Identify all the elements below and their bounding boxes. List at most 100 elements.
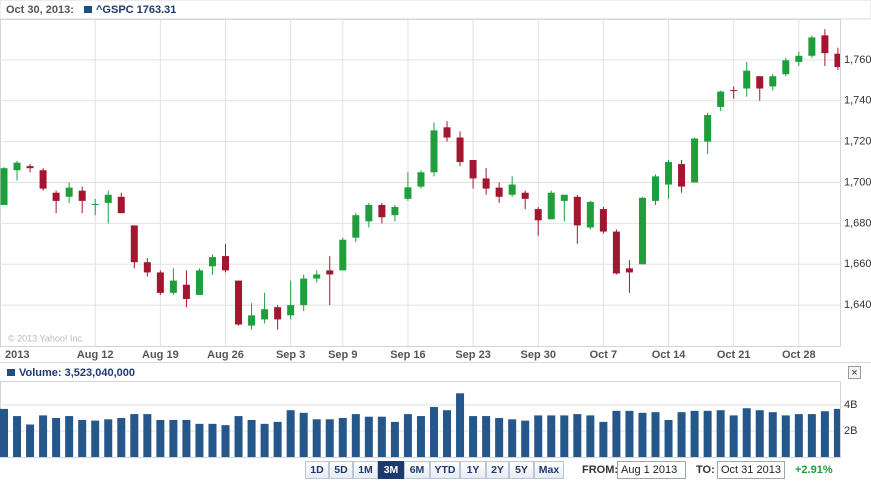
to-input[interactable]: Oct 31 2013	[717, 461, 785, 479]
candle-body	[326, 270, 334, 275]
close-button[interactable]	[848, 366, 861, 379]
from-label: FROM:	[582, 464, 619, 476]
volume-bar	[286, 410, 295, 457]
candle-body	[248, 315, 256, 326]
volume-bar	[508, 419, 517, 457]
range-button[interactable]: 1D	[305, 461, 329, 479]
volume-bar	[390, 421, 399, 457]
volume-bar	[794, 414, 803, 457]
x-tick-label: Sep 9	[328, 349, 357, 361]
candle-body	[625, 268, 633, 273]
candle-body	[130, 225, 138, 263]
candle-body	[469, 160, 477, 179]
y-tick-label: 1,660	[844, 258, 871, 270]
volume-bar	[469, 416, 478, 457]
volume-bar	[807, 414, 816, 457]
volume-bar	[117, 418, 126, 457]
legend-swatch	[7, 369, 15, 376]
candle-body	[730, 90, 738, 92]
volume-bar	[625, 410, 634, 457]
y-tick-label: 4B	[844, 399, 857, 411]
chart: Oct 30, 2013: ^GSPC 1763.31 © 2013 Yahoo…	[0, 0, 871, 458]
range-button[interactable]: 3M	[378, 461, 404, 479]
volume-bar	[482, 416, 491, 457]
volume-bar	[182, 419, 191, 457]
volume-bar	[820, 411, 829, 457]
x-tick-label: Sep 23	[455, 349, 490, 361]
close-icon[interactable]: ×	[851, 367, 857, 379]
candle-body	[691, 138, 699, 183]
volume-bar	[599, 421, 608, 457]
candle-body	[834, 53, 840, 68]
range-button[interactable]: 1Y	[460, 461, 486, 479]
range-button[interactable]: Max	[534, 461, 564, 479]
candle-body	[235, 280, 243, 325]
candle-body	[39, 170, 47, 189]
candles	[0, 29, 840, 330]
x-tick-label: Aug 26	[207, 349, 244, 361]
candle-body	[821, 35, 829, 54]
volume-bar	[52, 418, 61, 457]
candle-body	[300, 278, 308, 306]
volume-bar	[495, 418, 504, 457]
candle-body	[404, 187, 412, 199]
candle-body	[222, 256, 230, 271]
volume-bar	[456, 393, 465, 457]
volume-bar	[234, 416, 243, 457]
candle-body	[65, 187, 73, 197]
range-controls: 1D 5D 1M 3M 6M YTD 1Y 2Y 5Y Max FROM: Aug 1 2013 TO:…	[0, 461, 871, 479]
candle-body	[287, 305, 295, 316]
y-tick-label: 2B	[844, 425, 857, 437]
volume-bar	[742, 408, 751, 457]
range-button[interactable]: 1M	[353, 461, 378, 479]
volume-bar	[677, 412, 686, 457]
volume-bar	[729, 415, 738, 457]
candle-body	[417, 172, 425, 187]
x-tick-label: Aug 12	[77, 349, 114, 361]
candle-body	[534, 209, 542, 221]
candle-body	[391, 207, 399, 216]
volume-bar	[586, 415, 595, 457]
volume-bar	[39, 415, 48, 457]
volume-bar	[664, 419, 673, 457]
candle-body	[430, 130, 438, 173]
y-tick-label: 1,680	[844, 217, 871, 229]
range-button[interactable]: YTD	[430, 461, 460, 479]
x-tick-label: 2013	[5, 349, 29, 361]
volume-bar	[260, 423, 269, 457]
volume-bar	[299, 412, 308, 457]
range-button[interactable]: 6M	[404, 461, 430, 479]
volume-bar	[429, 406, 438, 457]
candle-body	[365, 204, 373, 222]
volume-bar	[703, 410, 712, 457]
from-input[interactable]: Aug 1 2013	[617, 461, 686, 479]
candle-body	[704, 115, 712, 142]
volume-header: Volume: 3,523,040,000	[19, 367, 135, 379]
candle-body	[52, 192, 60, 201]
to-label: TO:	[696, 464, 715, 476]
candle-body	[769, 76, 777, 87]
volume-bar	[78, 419, 87, 457]
volume-bar	[0, 408, 8, 457]
candle-body	[26, 166, 34, 169]
volume-bar	[781, 415, 790, 457]
x-tick-label: Oct 7	[590, 349, 618, 361]
range-button[interactable]: 5D	[329, 461, 353, 479]
volume-bar	[26, 424, 35, 457]
volume-bar	[169, 419, 178, 457]
volume-bar	[351, 414, 360, 457]
range-button[interactable]: 5Y	[509, 461, 534, 479]
candle-body	[573, 196, 581, 226]
volume-bars	[0, 393, 840, 457]
volume-bar	[416, 416, 425, 457]
candle-body	[482, 178, 490, 189]
range-button[interactable]: 2Y	[486, 461, 509, 479]
volume-bar	[221, 425, 230, 457]
candle-body	[182, 284, 190, 299]
candle-body	[91, 203, 99, 205]
candle-body	[547, 192, 555, 220]
volume-bar	[104, 419, 113, 457]
volume-bar	[651, 412, 660, 457]
candle-body	[756, 76, 764, 89]
